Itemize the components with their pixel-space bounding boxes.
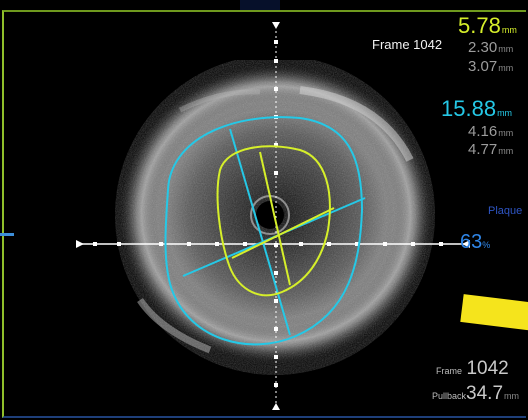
lumen-area-unit: mm: [501, 25, 517, 35]
frame-readout: Frame 1042: [436, 359, 509, 378]
frame-label: Frame: [436, 366, 463, 376]
lumen-d2-readout: 3.07mm: [468, 59, 513, 74]
pullback-readout: Pullback34.7mm: [432, 384, 519, 403]
frame-title: Frame 1042: [372, 37, 443, 52]
vessel-area-unit: mm: [497, 108, 513, 118]
lumen-area-value: 5.78: [458, 13, 501, 38]
horizontal-scale[interactable]: [76, 240, 470, 248]
top-indicator: [240, 0, 280, 10]
lumen-area-readout: 5.78mm: [458, 15, 517, 37]
pullback-unit: mm: [504, 391, 520, 401]
vessel-d1-unit: mm: [498, 128, 514, 138]
vessel-d2-value: 4.77: [468, 141, 498, 158]
lumen-d2-unit: mm: [498, 63, 514, 73]
plaque-label: Plaque: [488, 205, 523, 217]
lumen-d2-value: 3.07: [468, 58, 498, 75]
plaque-burden-unit: %: [482, 240, 491, 250]
vessel-d2-readout: 4.77mm: [468, 142, 513, 157]
plaque-burden-readout: 63%: [460, 232, 490, 252]
lumen-d1-readout: 2.30mm: [468, 40, 513, 55]
viewport-border: [2, 10, 526, 418]
plaque-burden-value: 63: [460, 231, 483, 253]
side-accent: [0, 233, 14, 236]
pullback-value: 34.7: [466, 383, 504, 404]
vessel-area-value: 15.88: [441, 96, 497, 121]
vessel-d1-value: 4.16: [468, 123, 498, 140]
vessel-area-readout: 15.88mm: [441, 98, 512, 120]
frame-number: 1042: [466, 358, 509, 379]
lumen-contour[interactable]: [216, 145, 335, 297]
lumen-d1-value: 2.30: [468, 39, 498, 56]
vessel-d1-readout: 4.16mm: [468, 124, 513, 139]
lumen-d1-unit: mm: [498, 44, 514, 54]
pullback-label: Pullback: [432, 391, 467, 401]
vessel-d2-unit: mm: [498, 146, 514, 156]
